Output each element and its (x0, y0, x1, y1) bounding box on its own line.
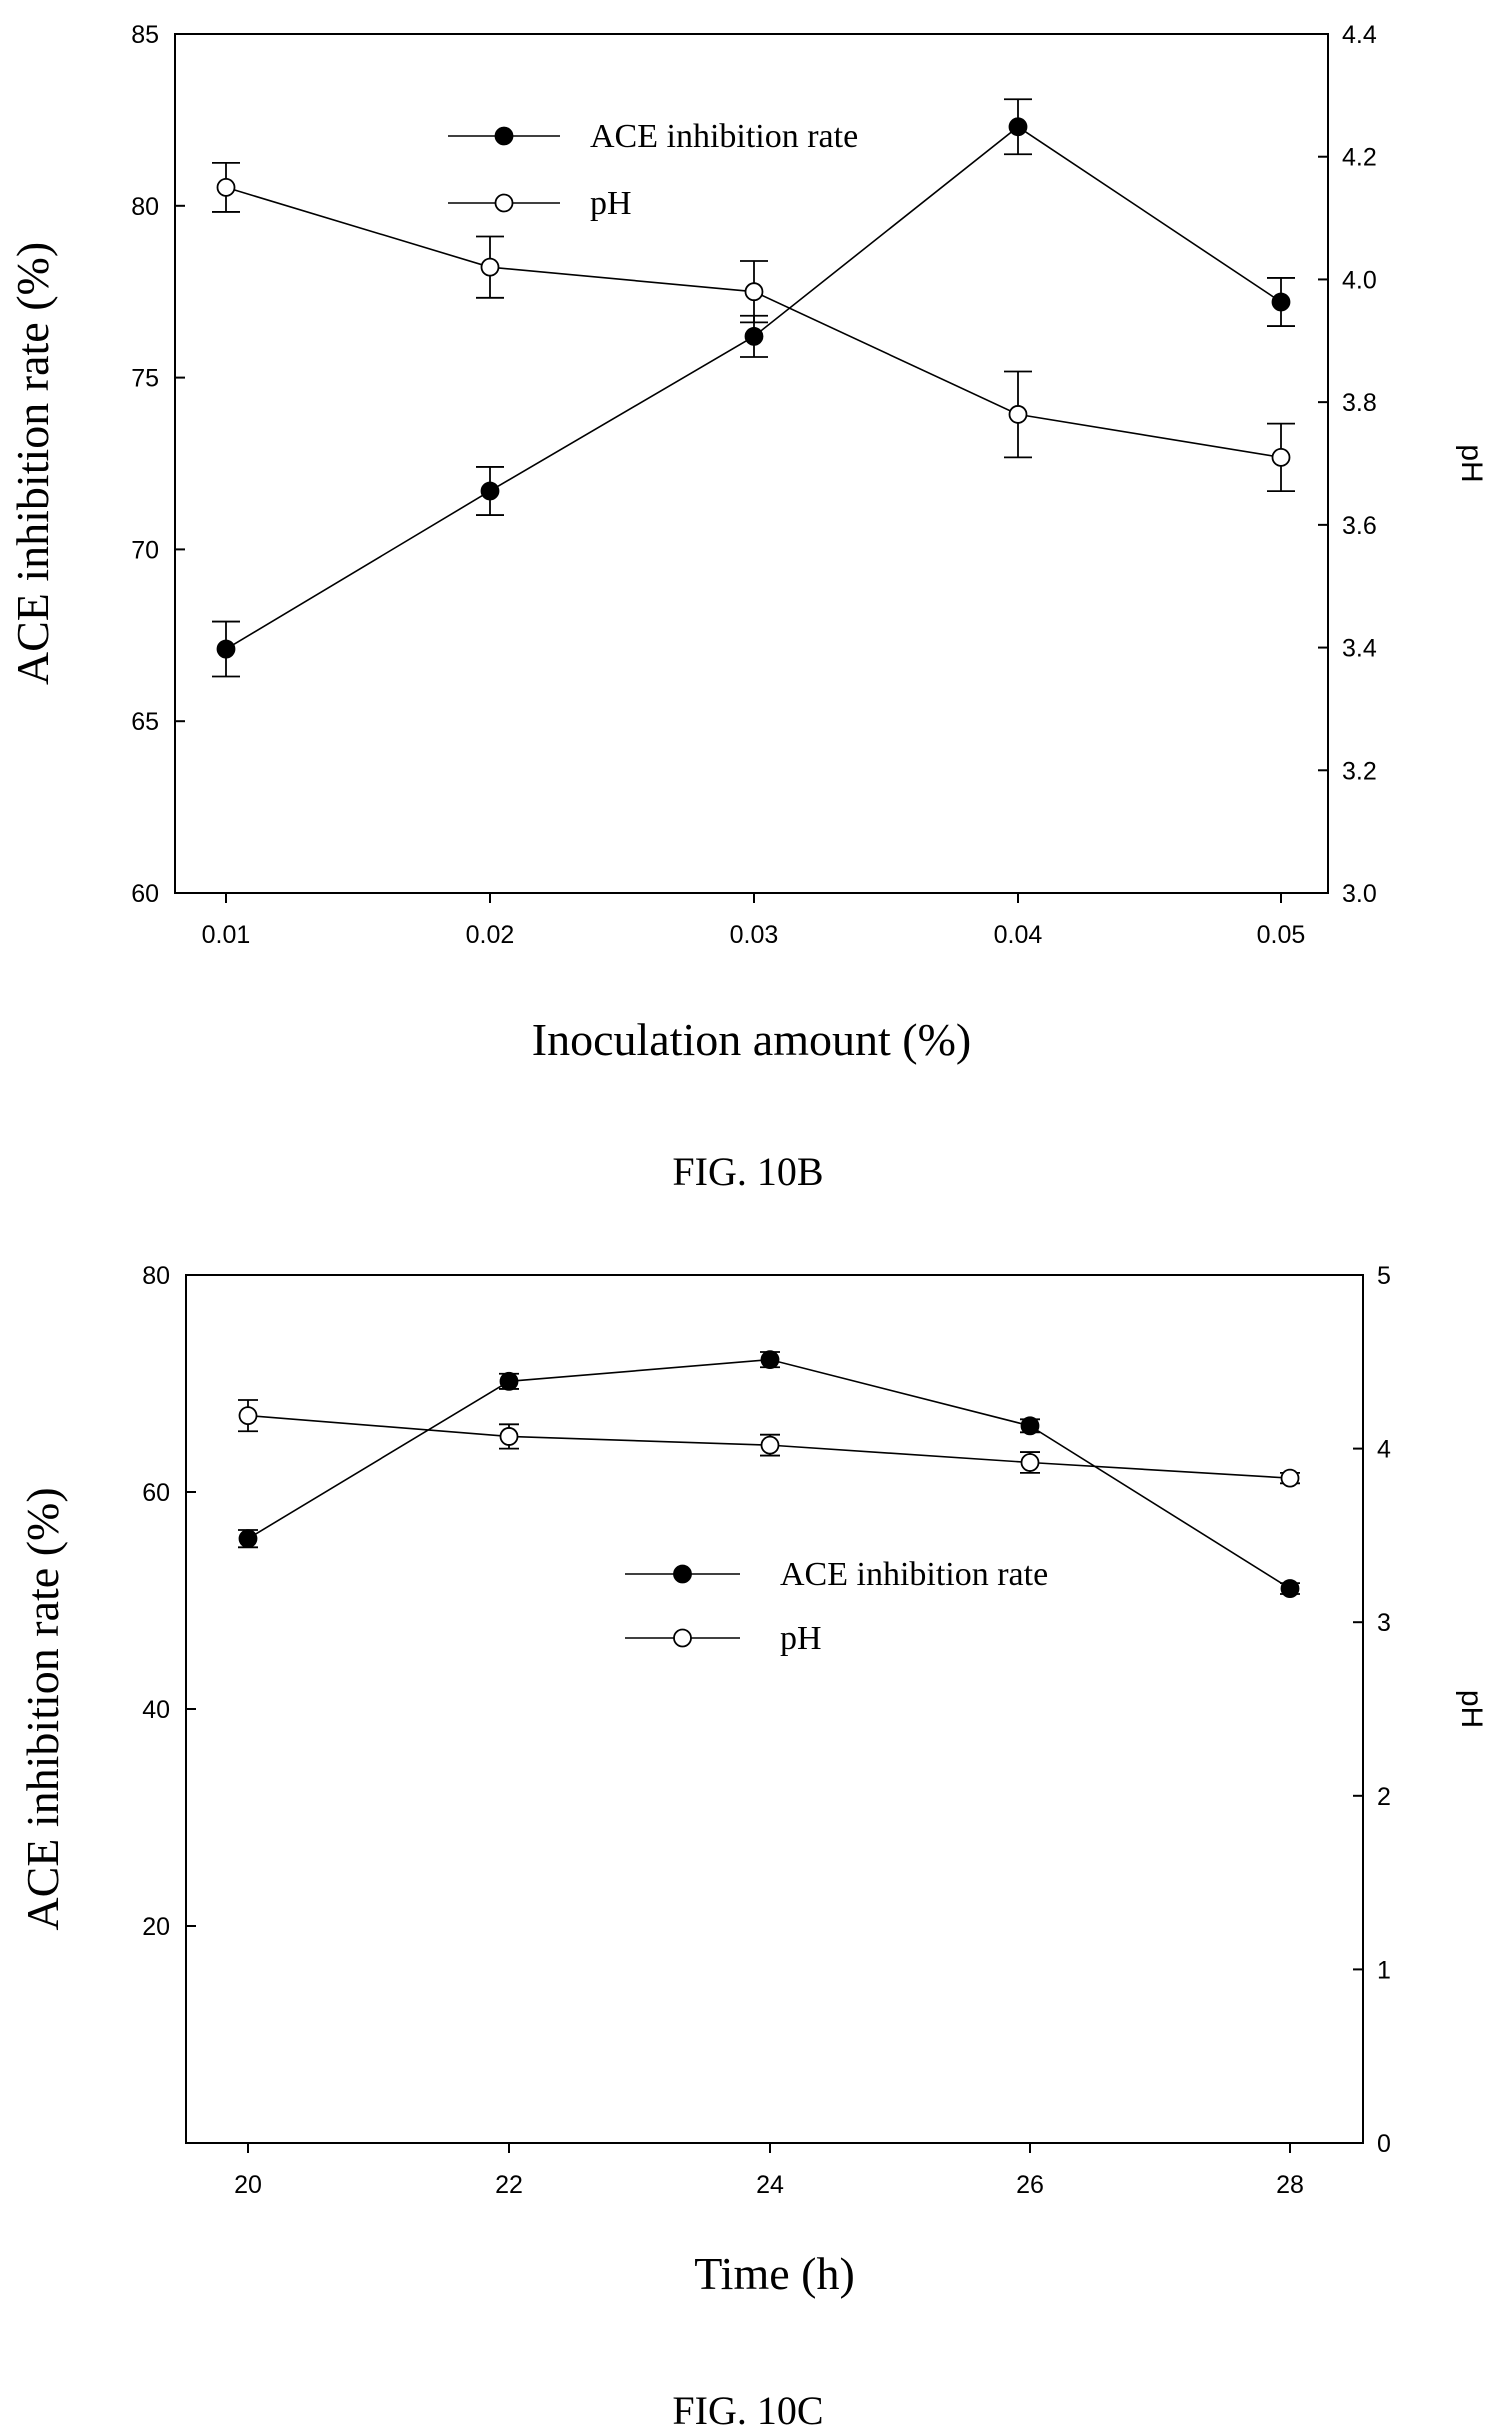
x-tick-label: 24 (756, 2171, 784, 2199)
ace-data-point (216, 639, 236, 659)
legend-marker (673, 1564, 692, 1584)
x-tick-label: 22 (495, 2171, 523, 2199)
series-ace-inhibition-rate (238, 1350, 1300, 1598)
legend-entry: pH (448, 185, 632, 222)
legend-marker (673, 1628, 692, 1648)
x-axis-label: Time (h) (694, 2248, 855, 2299)
right-y-tick-label: 4.2 (1342, 144, 1377, 172)
legend-entry: ACE inhibition rate (625, 1556, 1048, 1593)
left-y-tick-label: 60 (142, 1479, 170, 1507)
legend-entry: ACE inhibition rate (448, 118, 858, 155)
ace-data-point (744, 326, 764, 346)
ph-data-point (499, 1427, 519, 1446)
x-tick-label: 0.03 (730, 921, 779, 949)
y-axis-label: ACE inhibition rate (%) (17, 1487, 68, 1930)
legend-label: pH (780, 1620, 822, 1657)
x-tick-label: 0.05 (1257, 921, 1306, 949)
legend-label: ACE inhibition rate (780, 1556, 1048, 1593)
legend-marker (494, 126, 514, 146)
left-y-tick-label: 80 (142, 1262, 170, 1290)
series-ace-inhibition-rate (212, 98, 1295, 678)
right-y-tick-label: 5 (1377, 1262, 1391, 1290)
ph-data-point (238, 1406, 258, 1426)
ace-data-point (1008, 117, 1028, 137)
ph-data-point (1008, 405, 1028, 424)
x-tick-label: 26 (1016, 2171, 1044, 2199)
series-ph (212, 161, 1295, 493)
ace-data-point (1280, 1579, 1300, 1598)
left-y-tick-label: 65 (131, 708, 159, 736)
plot-frame (174, 33, 1329, 894)
left-y-tick-label: 70 (131, 536, 159, 564)
left-y-tick-label: 60 (131, 880, 159, 908)
ph-data-point (480, 257, 500, 277)
series-line (225, 125, 1282, 650)
left-y-tick-label: 80 (131, 193, 159, 221)
ph-data-point (1020, 1453, 1040, 1472)
ace-data-point (1271, 292, 1291, 312)
y2-axis-label: pH (1455, 1690, 1488, 1728)
right-y-tick-label: 1 (1377, 1956, 1391, 1984)
right-y-tick-label: 3.4 (1342, 635, 1377, 663)
ph-data-point (1280, 1468, 1300, 1488)
ph-data-point (760, 1435, 780, 1455)
x-axis-label: Inoculation amount (%) (532, 1014, 971, 1065)
x-tick-label: 0.01 (202, 921, 251, 949)
y-axis-label: ACE inhibition rate (%) (7, 242, 58, 685)
figure-10b: 60 65 70 75 80 85 3.0 3.2 3.4 3.6 3.8 4.0 4.2 4.4 0.01… (7, 21, 1488, 1194)
ace-data-point (238, 1529, 258, 1549)
right-y-tick-label: 3.6 (1342, 512, 1377, 540)
ace-data-point (480, 481, 500, 501)
x-tick-label: 0.04 (994, 921, 1043, 949)
series-line (247, 1358, 1291, 1590)
right-y-tick-label: 3.0 (1342, 880, 1377, 908)
left-y-tick-label: 20 (142, 1913, 170, 1941)
ph-data-point (216, 177, 236, 197)
right-y-tick-label: 4.4 (1342, 21, 1377, 49)
ace-data-point (499, 1371, 519, 1391)
ph-data-point (744, 282, 764, 302)
ace-data-point (760, 1350, 780, 1370)
x-tick-label: 0.02 (466, 921, 515, 949)
y2-axis-label: pH (1455, 444, 1488, 482)
legend-label: pH (590, 185, 632, 222)
figure-10c: 20 40 60 80 0 1 2 3 4 5 20 22 24 26 28 ACE inhibition r… (17, 1262, 1488, 2433)
right-y-tick-label: 0 (1377, 2130, 1391, 2158)
series-ph (238, 1399, 1300, 1488)
left-y-tick-label: 40 (142, 1696, 170, 1724)
legend-label: ACE inhibition rate (590, 118, 858, 155)
legend-marker (494, 193, 514, 213)
left-y-tick-label: 85 (131, 21, 159, 49)
right-y-tick-label: 4 (1377, 1436, 1391, 1464)
left-y-tick-label: 75 (131, 365, 159, 393)
ace-data-point (1020, 1416, 1040, 1436)
right-y-tick-label: 2 (1377, 1783, 1391, 1811)
figure-caption: FIG. 10C (672, 2388, 823, 2433)
legend-entry: pH (625, 1620, 822, 1657)
figure-caption: FIG. 10B (672, 1149, 823, 1194)
right-y-tick-label: 4.0 (1342, 266, 1377, 294)
x-tick-label: 20 (234, 2171, 262, 2199)
ph-data-point (1271, 447, 1291, 467)
right-y-tick-label: 3 (1377, 1609, 1391, 1637)
plot-frame (185, 1274, 1364, 2144)
right-y-tick-label: 3.8 (1342, 389, 1377, 417)
right-y-tick-label: 3.2 (1342, 757, 1377, 785)
x-tick-label: 28 (1276, 2171, 1304, 2199)
